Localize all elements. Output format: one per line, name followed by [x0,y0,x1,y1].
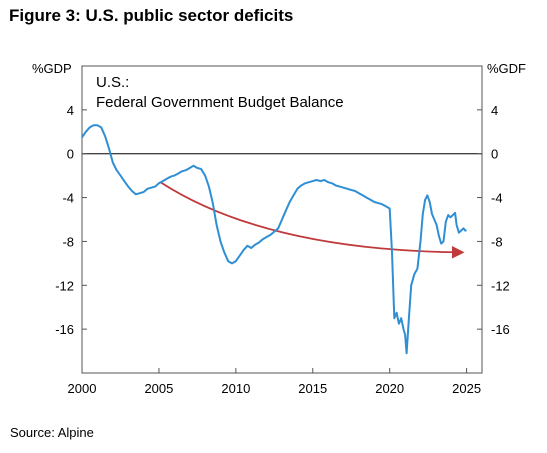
budget-balance-line [81,124,467,355]
y-tick-right-label: 4 [491,103,498,118]
x-tick-label: 2000 [68,381,97,396]
source-note: Source: Alpine [10,425,94,440]
chart-subtitle: Federal Government Budget Balance [96,94,344,111]
y-tick-right-label: -4 [491,191,503,206]
y-tick-right-label: -12 [491,278,510,293]
y-tick-left-label: -12 [55,278,74,293]
y-axis-label-left: %GDP [32,61,72,76]
trend-arrow [160,181,465,259]
chart-title: U.S.: [96,74,129,91]
x-tick-label: 2025 [452,381,481,396]
y-tick-left-label: -16 [55,322,74,337]
y-tick-left-label: -8 [62,234,74,249]
x-tick-label: 2020 [375,381,404,396]
y-tick-left-label: 0 [67,147,74,162]
y-tick-right-label: -16 [491,322,510,337]
x-tick-label: 2005 [144,381,173,396]
y-axis-label-right: %GDF [487,61,526,76]
x-tick-label: 2010 [221,381,250,396]
plot-frame [81,65,483,374]
figure-title: Figure 3: U.S. public sector deficits [9,6,294,25]
x-tick-label: 2015 [298,381,327,396]
y-tick-right-label: -8 [491,234,503,249]
y-tick-left-label: -4 [62,191,74,206]
y-tick-right-label: 0 [491,147,498,162]
y-tick-left-label: 4 [67,103,74,118]
